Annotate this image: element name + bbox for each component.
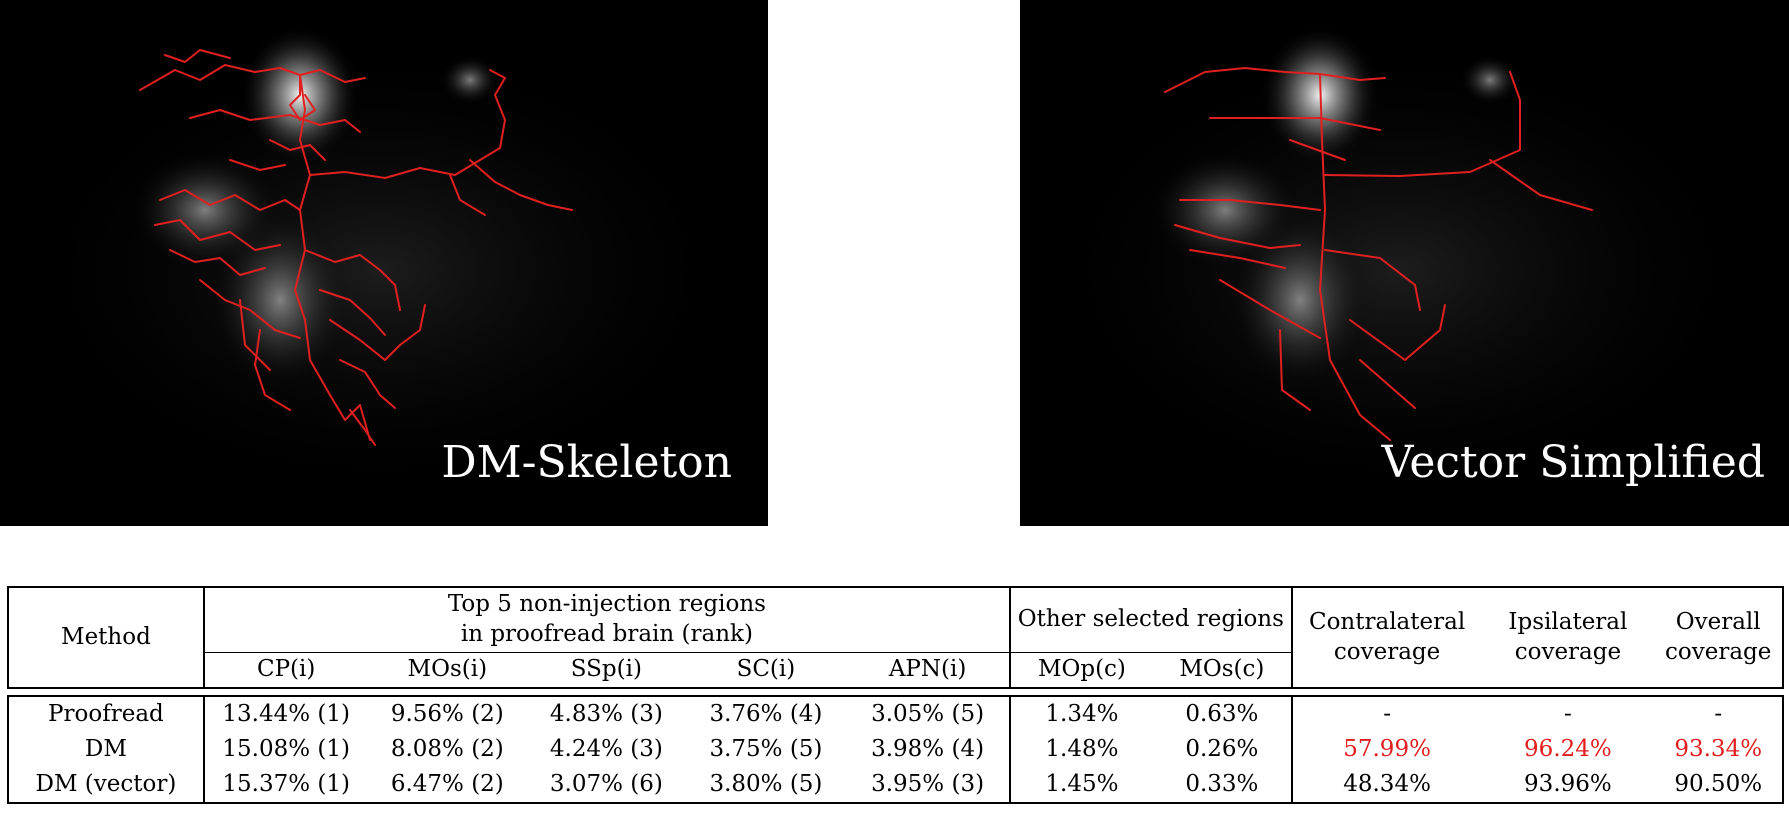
top5-header-line1: Top 5 non-injection regions xyxy=(447,591,766,618)
cell-coverage: 48.34% xyxy=(1291,767,1482,804)
cell-value: 8.08% (2) xyxy=(390,735,504,762)
top5-header-line2: in proofread brain (rank) xyxy=(460,621,753,647)
cell-coverage: 93.96% xyxy=(1481,767,1655,804)
ipsilateral-line2: coverage xyxy=(1514,638,1622,665)
cell-value: 0.63% xyxy=(1152,695,1293,732)
table-row: Proofread 13.44% (1) 9.56% (2) 4.83% (3)… xyxy=(7,695,1784,732)
table-row: DM 15.08% (1) 8.08% (2) 4.24% (3) 3.75% … xyxy=(7,732,1784,767)
cell-value: 6.47% (2) xyxy=(367,767,528,804)
cell-value: 3.75% (5) xyxy=(709,735,823,762)
trace-overlay xyxy=(139,49,573,446)
cell-value: 3.05% (5) xyxy=(846,695,1011,732)
cell-value: 1.45% xyxy=(1009,767,1153,804)
cell-value: 3.98% (4) xyxy=(846,732,1011,767)
contralateral-header: Contralateral coverage xyxy=(1291,586,1482,689)
overall-line2: coverage xyxy=(1665,638,1772,665)
cell-coverage-best: 57.99% xyxy=(1343,735,1431,762)
subheader-sc: SC(i) xyxy=(685,652,847,689)
dm-skeleton-panel: DM-Skeleton xyxy=(0,0,768,526)
cell-value: 13.44% (1) xyxy=(203,695,368,732)
cell-value: 4.83% (3) xyxy=(527,695,686,732)
row-method: DM (vector) xyxy=(7,767,205,804)
row-method: DM xyxy=(7,732,205,767)
cell-value: 4.24% (3) xyxy=(549,735,663,762)
subheader-ssp: SSp(i) xyxy=(527,652,686,689)
subheader-mos-i: MOs(i) xyxy=(367,652,528,689)
trace-overlay xyxy=(1164,67,1593,441)
ipsilateral-line1: Ipsilateral xyxy=(1508,608,1628,635)
overall-header: Overall coverage xyxy=(1654,586,1784,689)
vector-simplified-panel: Vector Simplified xyxy=(1020,0,1789,526)
panel-label: DM-Skeleton xyxy=(441,437,732,488)
cell-value: 1.48% xyxy=(1045,735,1119,762)
cell-value: 15.37% (1) xyxy=(203,767,368,804)
cell-coverage: - xyxy=(1481,695,1655,732)
vector-simplified-image xyxy=(1040,25,1760,500)
contralateral-line2: coverage xyxy=(1333,638,1441,665)
cell-coverage: - xyxy=(1291,695,1482,732)
cell-value: 9.56% (2) xyxy=(367,695,528,732)
method-header: Method xyxy=(7,586,205,689)
results-table: Method Top 5 non-injection regions in pr… xyxy=(7,586,1784,804)
row-method: Proofread xyxy=(7,695,205,732)
subheader-apn: APN(i) xyxy=(846,652,1011,689)
overall-line1: Overall xyxy=(1675,608,1761,635)
cell-coverage: 90.50% xyxy=(1654,767,1784,804)
table-row: DM (vector) 15.37% (1) 6.47% (2) 3.07% (… xyxy=(7,767,1784,804)
dm-skeleton-image xyxy=(20,25,740,500)
cell-value: 0.26% xyxy=(1152,732,1293,767)
cell-coverage: - xyxy=(1654,695,1784,732)
subheader-cp: CP(i) xyxy=(203,652,368,689)
cell-value: 3.76% (4) xyxy=(685,695,847,732)
subheader-mop-c: MOp(c) xyxy=(1009,652,1153,689)
cell-value: 3.95% (3) xyxy=(846,767,1011,804)
cell-value: 1.34% xyxy=(1009,695,1153,732)
cell-value: 3.80% (5) xyxy=(685,767,847,804)
panel-label: Vector Simplified xyxy=(1381,437,1765,488)
ipsilateral-header: Ipsilateral coverage xyxy=(1481,586,1655,689)
top5-header: Top 5 non-injection regions in proofread… xyxy=(203,586,1011,653)
cell-coverage-best: 96.24% xyxy=(1524,735,1612,762)
cell-value: 15.08% (1) xyxy=(222,735,350,762)
subheader-mos-c: MOs(c) xyxy=(1152,652,1293,689)
cell-value: 0.33% xyxy=(1152,767,1293,804)
contralateral-line1: Contralateral xyxy=(1308,608,1466,635)
cell-value: 3.07% (6) xyxy=(527,767,686,804)
cell-coverage-best: 93.34% xyxy=(1654,732,1784,767)
other-regions-header: Other selected regions xyxy=(1009,586,1293,653)
